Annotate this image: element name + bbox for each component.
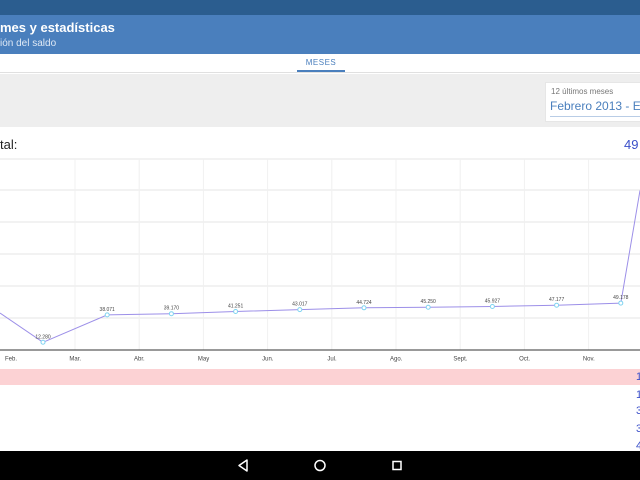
data-label: 45.927: [485, 299, 501, 305]
filter-area: [0, 74, 640, 127]
data-point: [40, 339, 46, 345]
x-tick-label: Oct.: [519, 357, 530, 363]
app-bar: mes y estadísticas ión del saldo: [0, 15, 640, 54]
highlight-row[interactable]: [0, 369, 640, 385]
data-label: 12.280: [35, 334, 51, 340]
data-label: 43.017: [292, 302, 308, 308]
page-subtitle: ión del saldo: [0, 38, 57, 49]
tab-meses[interactable]: MESES: [305, 58, 337, 67]
data-point: [425, 304, 431, 310]
data-point: [233, 308, 239, 314]
data-label: 45.250: [421, 299, 437, 305]
recents-icon[interactable]: [382, 451, 412, 480]
data-label: 38.071: [100, 307, 116, 313]
data-label: 39.170: [164, 306, 180, 312]
period-value[interactable]: Febrero 2013 - En: [550, 99, 640, 113]
x-tick-label: Abr.: [134, 357, 145, 363]
page-title: mes y estadísticas: [0, 20, 115, 35]
x-tick-label: Jun.: [262, 357, 274, 363]
data-label: 47.177: [549, 297, 565, 303]
row-value: 3: [636, 405, 640, 417]
total-label: tal:: [0, 137, 18, 152]
total-value: 49: [624, 137, 639, 152]
balance-line-chart: 12.280 38.071 39.170 41.251 43.017 44.724 45.2…: [0, 158, 640, 363]
x-tick-label: Nov.: [583, 357, 595, 363]
tab-indicator: [297, 70, 345, 72]
home-icon[interactable]: [305, 451, 335, 480]
x-tick-label: Sept.: [453, 357, 467, 363]
x-tick-label: Jul.: [327, 357, 337, 363]
x-tick-label: Mar.: [69, 357, 81, 363]
row-value: 4: [636, 440, 640, 452]
data-label: 41.251: [228, 303, 244, 309]
row-value: 1: [636, 389, 640, 401]
period-underline: [550, 116, 640, 117]
navigation-bar: [0, 451, 640, 480]
data-point: [618, 300, 624, 306]
back-icon[interactable]: [228, 451, 258, 480]
status-bar: [0, 0, 640, 15]
row-value: 3: [636, 423, 640, 435]
data-point: [554, 302, 560, 308]
data-label: 44.724: [356, 300, 372, 306]
data-point: [297, 307, 303, 313]
x-tick-label: Ago.: [390, 357, 403, 363]
series-line: [0, 190, 640, 343]
data-point: [168, 311, 174, 317]
tab-strip: MESES: [0, 54, 640, 73]
data-point: [104, 312, 110, 318]
period-caption: 12 últimos meses: [551, 87, 614, 96]
data-point: [489, 304, 495, 310]
data-label: 49.178: [613, 295, 629, 301]
x-tick-label: May: [198, 357, 209, 363]
data-point: [361, 305, 367, 311]
x-tick-label: Feb.: [5, 357, 17, 363]
row-value: 1: [636, 371, 640, 383]
period-selector[interactable]: [545, 82, 640, 122]
